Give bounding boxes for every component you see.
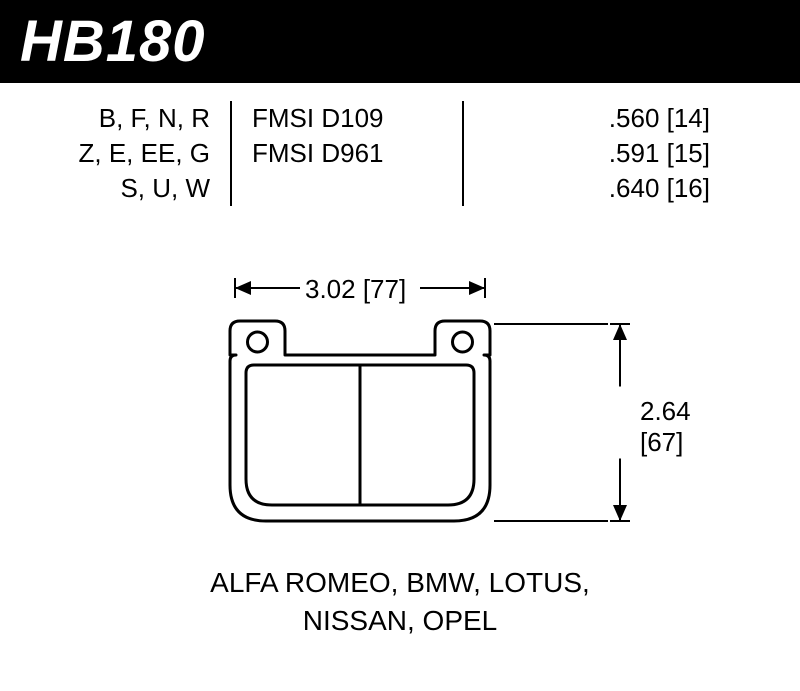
part-number-header: HB180: [0, 0, 800, 83]
compounds-column: B, F, N, R Z, E, EE, G S, U, W: [0, 101, 230, 206]
thickness-line: .560 [14]: [464, 101, 710, 136]
compounds-line: S, U, W: [0, 171, 210, 206]
thickness-column: .560 [14] .591 [15] .640 [16]: [464, 101, 800, 206]
height-value: 2.64: [640, 396, 691, 426]
fmsi-line: FMSI D109: [252, 101, 462, 136]
width-dimension-label: 3.02 [77]: [305, 274, 406, 305]
thickness-line: .640 [16]: [464, 171, 710, 206]
height-dimension-label: 2.64 [67]: [640, 396, 691, 458]
part-number: HB180: [20, 9, 206, 74]
thickness-line: .591 [15]: [464, 136, 710, 171]
spec-table: B, F, N, R Z, E, EE, G S, U, W FMSI D109…: [0, 83, 800, 216]
height-value-mm: [67]: [640, 427, 683, 457]
compounds-line: Z, E, EE, G: [0, 136, 210, 171]
brands-line: NISSAN, OPEL: [0, 602, 800, 640]
fmsi-line: FMSI D961: [252, 136, 462, 171]
fmsi-column: FMSI D109 FMSI D961: [232, 101, 462, 206]
brands-line: ALFA ROMEO, BMW, LOTUS,: [0, 564, 800, 602]
vehicle-brands: ALFA ROMEO, BMW, LOTUS, NISSAN, OPEL: [0, 564, 800, 640]
compounds-line: B, F, N, R: [0, 101, 210, 136]
brake-pad-diagram: 3.02 [77] 2.64 [67]: [0, 226, 800, 556]
